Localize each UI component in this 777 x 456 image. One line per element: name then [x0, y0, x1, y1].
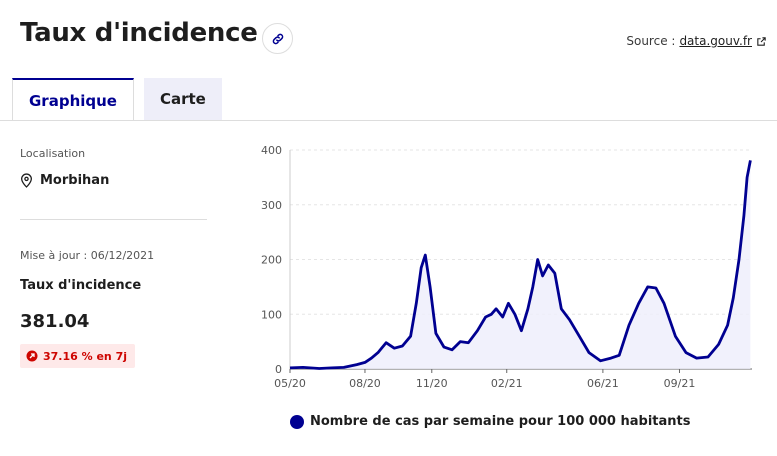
link-icon	[272, 33, 283, 44]
tab-divider	[0, 120, 777, 121]
update-date: Mise à jour : 06/12/2021	[20, 249, 155, 262]
incidence-chart: 0 100 200 300 400 05/20 08/20 11/20 02/21 06/21 09…	[250, 140, 770, 400]
change-badge-text: 37.16 % en 7j	[43, 349, 128, 363]
arrow-up-right-icon	[26, 350, 38, 362]
x-tick-label: 09/21	[664, 377, 696, 390]
legend-label: Nombre de cas par semaine pour 100 000 h…	[310, 414, 691, 429]
tab-graphique[interactable]: Graphique	[12, 78, 134, 121]
y-tick-label: 200	[261, 254, 282, 267]
y-tick-label: 300	[261, 199, 282, 212]
source-attribution: Source : data.gouv.fr	[626, 34, 767, 48]
x-tick-label: 11/20	[416, 377, 448, 390]
x-tick-label: 06/21	[587, 377, 619, 390]
chart-svg: 0 100 200 300 400 05/20 08/20 11/20 02/21 06/21 09…	[261, 144, 752, 390]
tab-carte[interactable]: Carte	[143, 78, 222, 120]
x-tick-label: 05/20	[274, 377, 306, 390]
external-link-icon	[757, 36, 766, 46]
source-link[interactable]: data.gouv.fr	[679, 34, 752, 48]
y-tick-label: 400	[261, 144, 282, 157]
sidebar-divider	[20, 219, 207, 220]
y-tick-label: 0	[275, 363, 282, 376]
change-badge: 37.16 % en 7j	[20, 344, 136, 368]
page-title: Taux d'incidence	[20, 18, 258, 48]
location-value: Morbihan	[20, 173, 109, 188]
map-pin-icon	[21, 173, 32, 188]
y-tick-label: 100	[261, 308, 282, 321]
legend-dot	[290, 414, 304, 429]
metric-name: Taux d'incidence	[20, 278, 142, 293]
tab-list: Graphique Carte	[12, 78, 222, 121]
copy-link-button[interactable]	[262, 23, 293, 54]
series-area	[290, 160, 751, 369]
series-line	[289, 160, 752, 370]
metric-value: 381.04	[20, 311, 90, 332]
location-label: Localisation	[20, 147, 86, 160]
x-tick-label: 02/21	[491, 377, 523, 390]
source-label: Source :	[626, 34, 676, 48]
location-name: Morbihan	[40, 173, 110, 188]
chart-legend: Nombre de cas par semaine pour 100 000 h…	[290, 414, 691, 429]
x-tick-label: 08/20	[349, 377, 381, 390]
